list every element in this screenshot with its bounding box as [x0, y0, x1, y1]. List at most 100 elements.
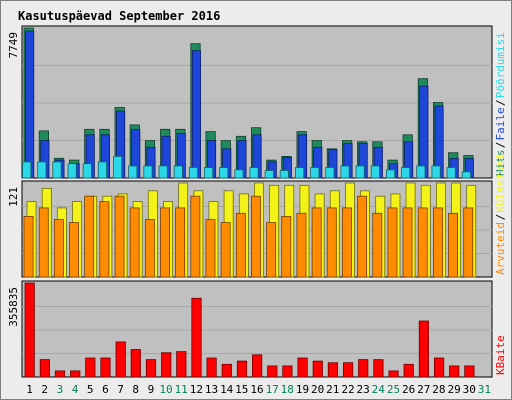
bar-kbaite-day-23 — [358, 359, 369, 378]
x-tick-label-day-15: 15 — [235, 383, 248, 396]
x-tick-label-day-9: 9 — [148, 383, 155, 396]
bar-arvuteid-day-15 — [235, 212, 246, 278]
bar-pöördumisi-day-16 — [249, 167, 259, 179]
bar-pöördumisi-day-8 — [128, 165, 138, 179]
bar-pöördumisi-day-17 — [264, 170, 274, 179]
x-tick-label-day-22: 22 — [341, 383, 354, 396]
x-tick-label-day-29: 29 — [447, 383, 460, 396]
bar-pöördumisi-day-25 — [385, 169, 396, 179]
bar-pöördumisi-day-11 — [173, 165, 183, 179]
chart-title: Kasutuspäevad September 2016 — [18, 9, 220, 23]
x-tick-label-day-19: 19 — [296, 383, 309, 396]
legend-top-item-1: / — [494, 142, 507, 149]
bar-arvuteid-day-2 — [38, 207, 49, 278]
x-tick-label-day-20: 20 — [311, 383, 324, 396]
bar-kbaite-day-16 — [251, 354, 263, 378]
bar-arvuteid-day-27 — [417, 207, 428, 278]
bar-arvuteid-day-7 — [114, 195, 125, 278]
bar-kbaite-day-22 — [342, 362, 354, 378]
bar-arvuteid-day-28 — [432, 207, 443, 278]
bar-arvuteid-day-12 — [190, 195, 201, 278]
bar-kbaite-day-25 — [388, 370, 399, 378]
x-tick-label-day-4: 4 — [72, 383, 79, 396]
bar-kbaite-day-21 — [327, 362, 339, 378]
bar-arvuteid-day-9 — [144, 219, 155, 278]
x-tick-label-day-17: 17 — [266, 383, 279, 396]
bar-pöördumisi-day-26 — [401, 167, 411, 179]
legend-top-item-4: Pöördumisi — [494, 32, 507, 98]
x-tick-label-day-13: 13 — [205, 383, 218, 396]
x-tick-label-day-12: 12 — [190, 383, 203, 396]
bar-arvuteid-day-23 — [357, 195, 368, 278]
panel-bottom: 355835 — [7, 280, 493, 378]
bar-pöördumisi-day-23 — [355, 165, 365, 179]
x-tick-label-day-10: 10 — [159, 383, 172, 396]
x-tick-label-day-24: 24 — [372, 383, 386, 396]
x-tick-label-day-6: 6 — [102, 383, 109, 396]
bar-pöördumisi-day-7 — [113, 155, 123, 179]
x-tick-label-day-5: 5 — [87, 383, 94, 396]
bar-kbaite-day-28 — [433, 357, 445, 378]
x-tick-label-day-28: 28 — [432, 383, 445, 396]
bar-pöördumisi-day-27 — [416, 165, 426, 179]
bar-kbaite-day-15 — [236, 360, 248, 378]
bar-kbaite-day-17 — [267, 365, 278, 378]
bar-pöördumisi-day-22 — [340, 165, 350, 179]
legend-top-item-0: Hits — [494, 150, 507, 177]
bar-kbaite-day-2 — [39, 359, 51, 378]
x-tick-label-day-11: 11 — [175, 383, 188, 396]
bar-pöördumisi-day-29 — [446, 167, 456, 179]
legend-middle-item-2: Külastusi — [494, 153, 507, 213]
x-tick-label-day-31: 31 — [478, 383, 491, 396]
legend-middle-item-0: Arvuteid — [494, 222, 507, 275]
bar-kbaite-day-24 — [373, 359, 384, 378]
bar-arvuteid-day-14 — [220, 222, 231, 278]
panel-middle-max-label: 121 — [7, 187, 20, 207]
panel-middle: 121 — [7, 180, 493, 278]
bar-arvuteid-day-30 — [463, 207, 474, 278]
x-tick-label-day-21: 21 — [326, 383, 339, 396]
legend-top-item-2: Faile — [494, 107, 507, 140]
bar-arvuteid-day-22 — [341, 207, 352, 278]
bar-kbaite-day-29 — [449, 365, 460, 378]
bar-pöördumisi-day-9 — [143, 165, 153, 179]
bar-kbaite-day-6 — [100, 357, 111, 378]
panel-top: 7749 — [7, 25, 493, 179]
bar-kbaite-day-4 — [70, 370, 81, 378]
bar-kbaite-day-20 — [312, 360, 323, 378]
bar-pöördumisi-day-14 — [219, 167, 229, 179]
bar-pöördumisi-day-2 — [37, 161, 47, 179]
x-tick-label-day-16: 16 — [250, 383, 263, 396]
legend-bottom-item-0: KBaite — [494, 335, 507, 375]
bar-kbaite-day-8 — [130, 349, 141, 378]
bar-arvuteid-day-18 — [281, 215, 292, 278]
bar-kbaite-day-12 — [191, 297, 202, 378]
x-tick-label-day-30: 30 — [463, 383, 476, 396]
x-tick-label-day-3: 3 — [57, 383, 64, 396]
bar-kbaite-day-13 — [206, 357, 217, 378]
bar-arvuteid-day-1 — [23, 215, 34, 278]
panel-bottom-max-label: 355835 — [7, 287, 20, 327]
bar-pöördumisi-day-12 — [188, 167, 199, 179]
bar-kbaite-day-30 — [464, 365, 475, 378]
bar-arvuteid-day-8 — [129, 207, 140, 278]
bar-faile-day-1 — [25, 30, 35, 179]
bar-kbaite-day-9 — [145, 359, 157, 378]
bar-pöördumisi-day-18 — [279, 170, 289, 179]
bar-kbaite-day-27 — [418, 320, 430, 378]
legend-middle-item-1: / — [494, 214, 507, 221]
x-tick-label-day-23: 23 — [356, 383, 369, 396]
bar-arvuteid-day-5 — [84, 195, 95, 278]
bar-kbaite-day-5 — [85, 357, 96, 378]
bar-arvuteid-day-26 — [402, 207, 413, 278]
bar-pöördumisi-day-21 — [325, 167, 335, 179]
x-tick-label-day-18: 18 — [281, 383, 294, 396]
x-tick-label-day-7: 7 — [117, 383, 124, 396]
bar-pöördumisi-day-19 — [294, 167, 305, 179]
bar-kbaite-day-7 — [115, 341, 126, 378]
bar-pöördumisi-day-1 — [22, 161, 32, 179]
bar-arvuteid-day-25 — [387, 207, 398, 278]
bar-arvuteid-day-24 — [372, 212, 383, 278]
bar-pöördumisi-day-6 — [97, 161, 108, 179]
